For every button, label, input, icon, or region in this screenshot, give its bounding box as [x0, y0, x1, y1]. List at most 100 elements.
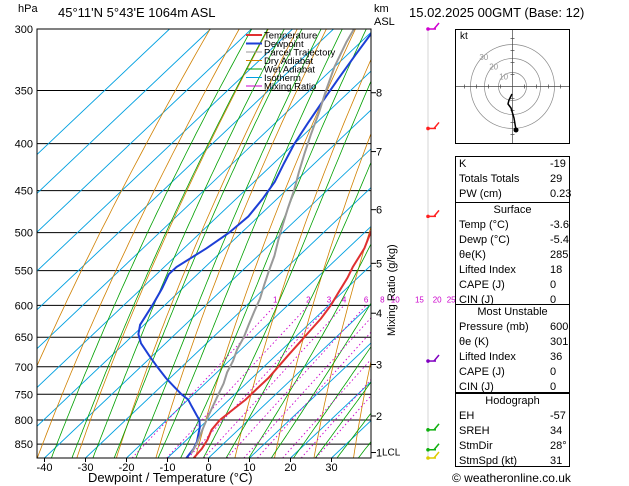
isotherm-line [37, 31, 371, 350]
wind-barb-flag [433, 354, 440, 362]
hodograph-ring-label: 20 [489, 63, 498, 72]
table-row: Temp (°C) -3.6 [456, 218, 569, 233]
unstable-title: Most Unstable [477, 306, 548, 318]
pressure-tick-label: 850 [15, 439, 33, 451]
pressure-tick-label: 600 [15, 300, 33, 312]
row-value: 28° [550, 440, 567, 452]
row-key: θe(K) [459, 249, 486, 261]
pressure-tick-label: 750 [15, 389, 33, 401]
mixing-ratio-line [131, 305, 276, 458]
row-key: Pressure (mb) [459, 321, 529, 333]
km-tick-label: 1 [376, 448, 382, 460]
table-row: Lifted Index 36 [456, 350, 569, 365]
km-tick-label: 3 [376, 359, 382, 371]
table-row: Lifted Index 18 [456, 263, 569, 278]
legend-label: Dry Adiabat [264, 56, 313, 67]
series-dewpoint [137, 32, 371, 458]
table-row: CIN (J) 0 [456, 293, 569, 308]
table-row: PW (cm) 0.23 [456, 187, 571, 202]
row-value: -5.4 [550, 234, 569, 246]
isotherm-line [37, 70, 371, 389]
row-key: StmSpd (kt) [459, 455, 518, 467]
indices-table: K -19 Totals Totals 29 PW (cm) 0.23 [455, 156, 571, 204]
row-value: 36 [550, 351, 563, 363]
mixing-ratio-label: 6 [364, 295, 369, 304]
row-value: 0 [550, 381, 557, 393]
hodograph-storm-motion [513, 127, 519, 133]
x-tick-label: 30 [325, 462, 337, 474]
row-value: 600 [550, 321, 569, 333]
table-row: CAPE (J) 0 [456, 365, 569, 380]
row-value: 301 [550, 336, 569, 348]
pressure-tick-label: 550 [15, 266, 33, 278]
dry-adiabat-line [590, 29, 629, 458]
row-key: Totals Totals [459, 173, 520, 185]
hodograph-trace [507, 93, 517, 131]
row-value: 285 [550, 249, 569, 261]
mixing-ratio-line [226, 305, 367, 458]
table-row: EH -57 [456, 409, 569, 424]
dry-adiabat-line [116, 29, 298, 458]
datetime-label: 15.02.2025 00GMT (Base: 12) [409, 5, 585, 20]
mixing-ratio-label: 20 [433, 295, 442, 304]
row-value: 31 [550, 455, 563, 467]
wet-adiabat-line [225, 161, 371, 458]
hodograph-table-title: Hodograph [485, 395, 540, 407]
mixing-ratio-label: 25 [447, 295, 456, 304]
x-tick-label: -10 [160, 462, 176, 474]
dry-adiabat-line [155, 29, 327, 458]
wet-adiabat-line [51, 29, 253, 458]
pressure-tick-label: 450 [15, 186, 33, 198]
mixing-ratio-line [282, 358, 371, 458]
row-key: CIN (J) [459, 294, 494, 306]
lcl-label: LCL [382, 448, 401, 459]
pressure-tick-label: 350 [15, 85, 33, 97]
mixing-ratio-label: 15 [415, 295, 424, 304]
row-key: SREH [459, 425, 490, 437]
copyright-label: © weatheronline.co.uk [452, 471, 571, 485]
legend-label: Isotherm [264, 73, 301, 84]
km-tick-label: 8 [376, 88, 382, 100]
isotherm-line [37, 29, 334, 311]
row-value: -3.6 [550, 219, 569, 231]
pressure-tick-label: 650 [15, 332, 33, 344]
row-key: CAPE (J) [459, 366, 505, 378]
isotherm-line [37, 29, 252, 233]
table-row: Totals Totals 29 [456, 172, 569, 187]
wind-barb-dot [426, 447, 430, 452]
series-parcel-trajectory [190, 29, 355, 454]
row-value: -19 [550, 158, 566, 170]
row-key: CAPE (J) [459, 279, 505, 291]
dry-adiabat-line [234, 58, 371, 458]
wet-adiabat-line [293, 346, 371, 458]
wet-adiabat-line [202, 80, 371, 458]
wet-adiabat-line [113, 29, 303, 458]
row-value: 18 [550, 264, 563, 276]
series-temperature [192, 229, 371, 458]
wind-barb-flag [433, 451, 440, 459]
dry-adiabat-line [353, 359, 371, 458]
km-tick-label: 7 [376, 147, 382, 159]
dry-adiabat-line [313, 225, 371, 458]
row-key: PW (cm) [459, 188, 502, 200]
pressure-tick-label: 300 [15, 24, 33, 36]
table-row: K -19 [456, 157, 569, 172]
height-unit-asl-label: ASL [374, 16, 395, 28]
wet-adiabat-line [157, 29, 343, 458]
pressure-tick-label: 800 [15, 415, 33, 427]
x-axis-title: Dewpoint / Temperature (°C) [88, 470, 253, 485]
hodograph-kt-label: kt [460, 31, 468, 42]
hodograph-panel: 10 20 30 kt [455, 29, 570, 144]
wind-barb-dot [426, 359, 430, 363]
wet-adiabat-line [71, 29, 268, 458]
mixing-ratio-label: 8 [380, 295, 385, 304]
wet-adiabat-line [248, 243, 371, 458]
legend-label: Dewpoint [264, 39, 304, 50]
row-value: -57 [550, 410, 566, 422]
row-key: K [459, 158, 467, 170]
row-value: 0 [550, 279, 557, 291]
isotherm-line [85, 187, 371, 458]
table-row: Dewp (°C) -5.4 [456, 233, 569, 248]
